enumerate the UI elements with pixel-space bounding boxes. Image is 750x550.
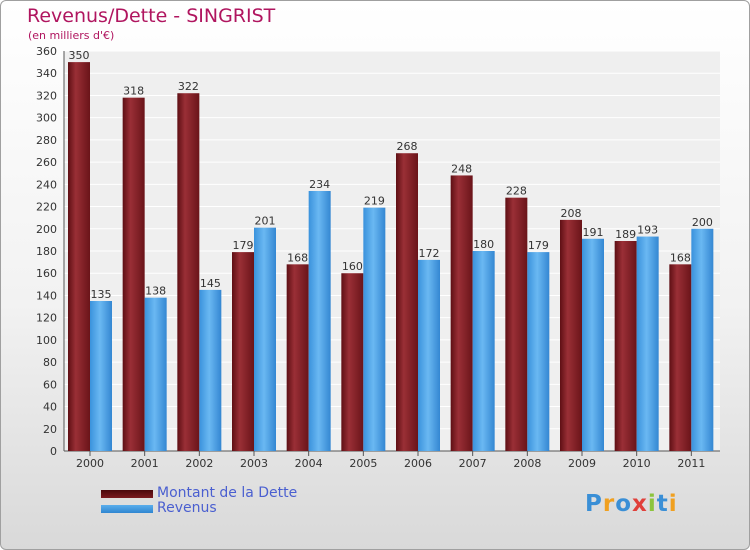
data-label: 268 <box>397 140 418 153</box>
logo-letter: P <box>585 491 603 517</box>
y-tick-label: 280 <box>36 134 57 147</box>
bar-dette <box>341 273 364 451</box>
y-tick-label: 100 <box>36 334 57 347</box>
bar-revenus <box>582 238 604 451</box>
y-tick-label: 40 <box>43 401 57 414</box>
bar-revenus <box>691 228 714 451</box>
bar-revenus <box>90 301 112 451</box>
data-label: 179 <box>233 239 254 252</box>
bar-dette <box>232 252 254 451</box>
data-label: 168 <box>670 251 691 264</box>
bar-revenus <box>472 251 495 451</box>
data-label: 180 <box>473 238 494 251</box>
legend-swatch-dette <box>101 490 153 498</box>
logo-letter: r <box>602 491 616 517</box>
logo-letter: t <box>656 491 669 517</box>
data-label: 160 <box>342 260 363 273</box>
data-label: 179 <box>528 239 549 252</box>
bar-dette <box>614 241 637 451</box>
legend-label-revenus: Revenus <box>157 500 217 516</box>
x-tick-label: 2002 <box>185 457 213 470</box>
bar-dette <box>669 264 692 451</box>
data-label: 248 <box>451 162 472 175</box>
y-tick-label: 220 <box>36 201 57 214</box>
y-tick-label: 180 <box>36 245 57 258</box>
bar-dette <box>286 264 309 451</box>
bar-dette <box>450 175 473 451</box>
data-label: 318 <box>123 85 144 98</box>
bar-dette <box>122 97 145 452</box>
x-tick-label: 2008 <box>513 457 541 470</box>
x-tick-label: 2006 <box>404 457 432 470</box>
x-tick-label: 2000 <box>76 457 104 470</box>
proxiti-logo: Proxiti <box>585 491 678 517</box>
bar-dette <box>177 93 200 451</box>
bar-revenus <box>418 259 440 451</box>
chart-title: Revenus/Dette - SINGRIST <box>27 5 276 27</box>
x-tick-label: 2009 <box>568 457 596 470</box>
data-label: 189 <box>615 228 636 241</box>
data-label: 168 <box>287 251 308 264</box>
x-tick-label: 2010 <box>623 457 651 470</box>
x-tick-label: 2004 <box>295 457 323 470</box>
data-label: 135 <box>91 288 112 301</box>
bar-revenus <box>308 191 331 451</box>
bar-revenus <box>527 252 550 451</box>
y-tick-label: 340 <box>36 67 57 80</box>
data-label: 322 <box>178 80 199 93</box>
bar-revenus <box>144 297 167 451</box>
y-tick-label: 260 <box>36 156 57 169</box>
bar-revenus <box>636 236 659 451</box>
bar-revenus <box>363 207 386 451</box>
legend-swatch-revenus <box>101 505 153 513</box>
data-label: 201 <box>255 215 276 228</box>
y-tick-label: 20 <box>43 423 57 436</box>
y-tick-label: 300 <box>36 112 57 125</box>
bar-revenus <box>254 227 276 451</box>
legend-label-dette: Montant de la Dette <box>157 485 298 501</box>
data-label: 193 <box>637 224 658 237</box>
bar-dette <box>505 197 528 451</box>
data-label: 219 <box>364 195 385 208</box>
data-label: 228 <box>506 185 527 198</box>
y-tick-label: 320 <box>36 89 57 102</box>
bar-dette <box>560 219 582 451</box>
x-tick-label: 2007 <box>459 457 487 470</box>
bar-dette <box>396 153 418 451</box>
data-label: 145 <box>200 277 221 290</box>
x-tick-label: 2001 <box>131 457 159 470</box>
data-label: 200 <box>692 216 713 229</box>
x-tick-label: 2011 <box>677 457 705 470</box>
logo-letter: i <box>647 491 657 517</box>
y-tick-label: 60 <box>43 378 57 391</box>
y-tick-label: 360 <box>36 45 57 58</box>
y-tick-label: 140 <box>36 289 57 302</box>
logo-letter: x <box>632 491 648 517</box>
data-label: 208 <box>561 207 582 220</box>
y-tick-label: 200 <box>36 223 57 236</box>
x-tick-label: 2003 <box>240 457 268 470</box>
chart-subtitle: (en milliers d'€) <box>28 29 115 42</box>
x-tick-label: 2005 <box>349 457 377 470</box>
y-tick-label: 80 <box>43 356 57 369</box>
bar-revenus <box>199 289 222 451</box>
data-label: 138 <box>145 285 166 298</box>
data-label: 172 <box>419 247 440 260</box>
bar-dette <box>68 62 90 451</box>
data-label: 350 <box>69 49 90 62</box>
logo-letter: o <box>615 491 633 517</box>
logo-letter: i <box>668 491 678 517</box>
y-tick-label: 240 <box>36 178 57 191</box>
data-label: 191 <box>583 226 604 239</box>
data-label: 234 <box>309 178 330 191</box>
y-tick-label: 0 <box>50 445 57 458</box>
y-tick-label: 160 <box>36 267 57 280</box>
y-tick-label: 120 <box>36 312 57 325</box>
